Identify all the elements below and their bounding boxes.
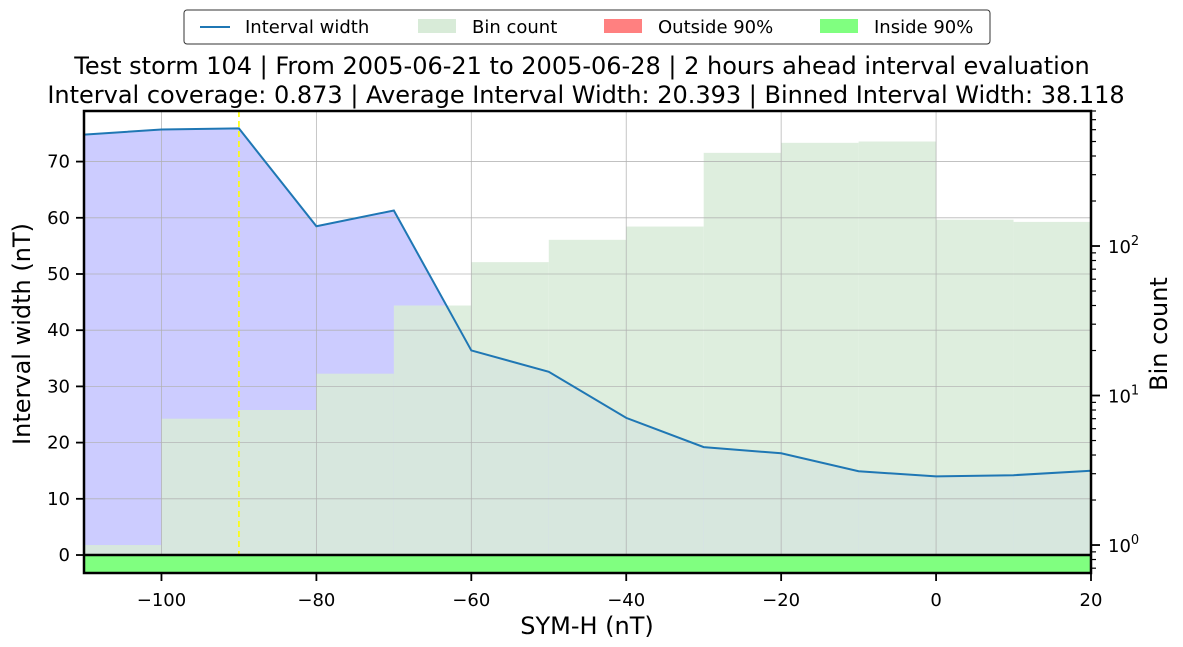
x-axis-label: SYM-H (nT) xyxy=(520,612,654,640)
coverage-bar xyxy=(84,555,1091,573)
legend-swatch-patch xyxy=(604,19,642,33)
y-tick-label: 40 xyxy=(47,320,70,341)
x-tick-label: 0 xyxy=(930,590,941,611)
bin-bar xyxy=(393,305,472,573)
bin-bar xyxy=(238,410,317,573)
x-tick-label: −80 xyxy=(297,590,335,611)
interval-width-layer xyxy=(83,111,1092,573)
y-tick-label: 60 xyxy=(47,208,70,229)
legend-label: Interval width xyxy=(245,17,369,38)
y2-tick-label: 102 xyxy=(1108,234,1139,258)
interval-width-line xyxy=(83,127,1092,478)
plot-frame xyxy=(82,109,1093,575)
legend-frame xyxy=(183,9,991,45)
x-tick-label: −100 xyxy=(137,590,186,611)
coverage-bar-layer xyxy=(84,553,1091,573)
bin-bar xyxy=(161,418,239,573)
legend-swatch-patch xyxy=(418,19,456,33)
bin-bar xyxy=(781,142,859,573)
legend-label: Inside 90% xyxy=(874,17,973,38)
bin-bar xyxy=(471,262,549,573)
y2-tick-label: 100 xyxy=(1108,533,1139,557)
chart-title: Test storm 104 | From 2005-06-21 to 2005… xyxy=(73,52,1089,80)
x-tick-label: 20 xyxy=(1080,590,1103,611)
y-tick-label: 70 xyxy=(47,152,70,173)
legend-label: Outside 90% xyxy=(658,17,773,38)
bin-bar xyxy=(1013,221,1091,573)
bin-bar xyxy=(316,373,394,573)
y2-tick-label: 101 xyxy=(1108,384,1139,408)
axes: −100 −80 −60 −40 −20 0 20 0 10 20 30 40 50 60 70 100 101… xyxy=(47,109,1139,611)
legend-swatch-patch xyxy=(820,19,858,33)
legend: Interval width Bin count Outside 90% Inside… xyxy=(183,9,991,45)
y-axis-label: Interval width (nT) xyxy=(8,223,36,445)
bin-bar xyxy=(548,239,627,574)
bin-bar xyxy=(703,152,782,573)
chart-subtitle: Interval coverage: 0.873 | Average Inter… xyxy=(47,81,1124,109)
y-tick-label: 50 xyxy=(47,264,70,285)
legend-label: Bin count xyxy=(472,17,557,38)
y2-axis-label: Bin count xyxy=(1145,277,1173,391)
bin-bar xyxy=(858,141,937,574)
x-tick-label: −60 xyxy=(452,590,490,611)
y-tick-label: 30 xyxy=(47,376,70,397)
bin-bar xyxy=(936,219,1014,574)
y-tick-label: 20 xyxy=(47,433,70,454)
bin-count-histogram xyxy=(84,141,1091,574)
x-tick-label: −40 xyxy=(607,590,645,611)
bin-bar xyxy=(626,226,704,573)
y-tick-label: 10 xyxy=(47,489,70,510)
y-tick-label: 0 xyxy=(59,545,70,566)
x-tick-label: −20 xyxy=(762,590,800,611)
